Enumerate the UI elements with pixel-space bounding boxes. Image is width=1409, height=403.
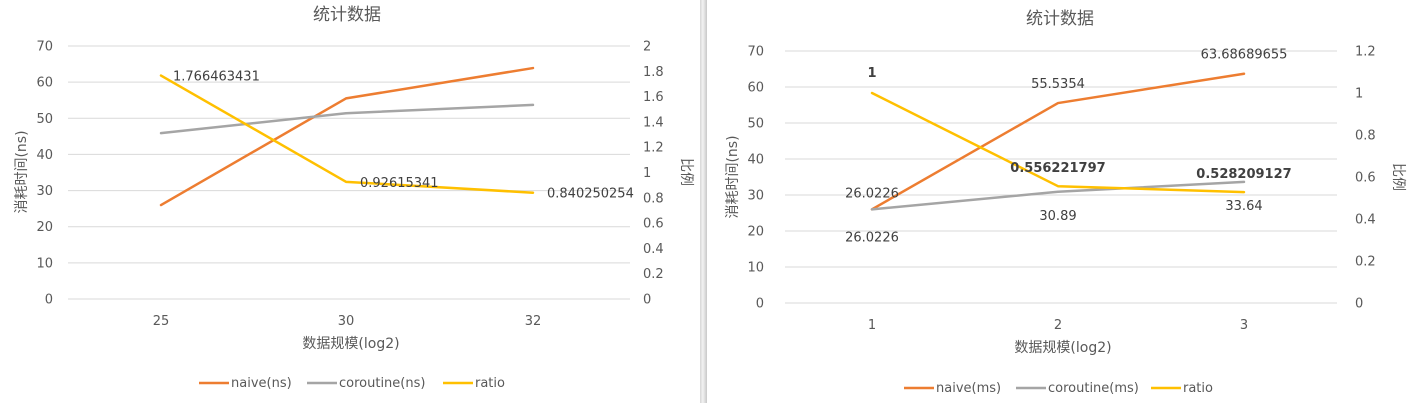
y2-tick-label: 0.8: [643, 191, 664, 206]
data-label: 26.0226: [845, 186, 899, 201]
y-tick-label: 20: [36, 220, 53, 235]
x-tick-label: 1: [868, 318, 876, 333]
y2-axis-title: 比例: [678, 158, 694, 186]
y-tick-label: 50: [747, 117, 764, 132]
y2-tick-label: 0.2: [643, 267, 664, 282]
chart-title: 统计数据: [313, 5, 381, 25]
y2-tick-label: 0.6: [643, 217, 664, 232]
data-label: 1.766463431: [173, 70, 260, 85]
data-label: 55.5354: [1031, 77, 1085, 92]
y2-tick-label: 2: [643, 40, 651, 55]
data-label: 30.89: [1039, 209, 1076, 224]
y-tick-label: 70: [747, 45, 764, 60]
series-line-coroutinems: [870, 180, 1246, 211]
x-tick-label: 30: [338, 314, 355, 329]
y2-tick-label: 0.4: [1355, 213, 1376, 228]
data-label: 0.840250254: [547, 187, 634, 202]
series-line-coroutinens: [159, 103, 535, 135]
series-line-ratio: [159, 74, 535, 194]
data-label: 0.556221797: [1010, 161, 1105, 176]
x-axis-title: 数据规模(log2): [302, 336, 399, 352]
chart-panel-right: 统计数据 0 10 20 30 40 50 60 70 0 0.2 0.4 0.6 0.8 1 1.2 1 2 3 数…: [707, 0, 1409, 403]
legend-label: coroutine(ms): [1048, 381, 1139, 396]
legend-label: coroutine(ns): [339, 376, 425, 391]
y-axis-title: 消耗时间(ns): [725, 135, 741, 218]
y2-tick-label: 1.4: [643, 115, 664, 130]
data-label: 26.0226: [845, 230, 899, 245]
y2-tick-label: 0.8: [1355, 129, 1376, 144]
series-line-naivems: [870, 72, 1246, 211]
series-line-naivens: [159, 66, 535, 207]
chart-title: 统计数据: [1026, 9, 1094, 29]
y-tick-label: 40: [747, 153, 764, 168]
y-axis-title: 消耗时间(ns): [14, 130, 30, 213]
y2-tick-label: 0: [1355, 297, 1363, 312]
y2-tick-label: 0: [643, 293, 651, 308]
legend-label: ratio: [1183, 381, 1213, 396]
x-tick-label: 3: [1240, 318, 1248, 333]
x-tick-label: 32: [525, 314, 542, 329]
y-tick-label: 0: [45, 293, 53, 308]
y2-axis-title: 比例: [1390, 163, 1406, 191]
chart-panel-left: 统计数据 0 10 20 30 40 50 60 70 0 0.2 0.4 0.6 0.8 1 1.2 1.4 1…: [0, 0, 700, 403]
y-tick-label: 50: [36, 112, 53, 127]
chart-right: 统计数据 0 10 20 30 40 50 60 70 0 0.2 0.4 0.6 0.8 1 1.2 1 2 3 数…: [725, 9, 1406, 396]
y-tick-label: 0: [756, 297, 764, 312]
y2-tick-label: 1.6: [643, 90, 664, 105]
x-tick-label: 25: [153, 314, 170, 329]
y2-tick-label: 0.2: [1355, 255, 1376, 270]
y-tick-label: 10: [36, 256, 53, 271]
data-label: 1: [867, 66, 876, 81]
chart-left: 统计数据 0 10 20 30 40 50 60 70 0 0.2 0.4 0.6 0.8 1 1.2 1.4 1…: [14, 5, 694, 391]
y2-tick-label: 1.8: [643, 65, 664, 80]
y-tick-label: 40: [36, 148, 53, 163]
y2-tick-label: 0.6: [1355, 171, 1376, 186]
y-tick-label: 20: [747, 225, 764, 240]
y-tick-label: 60: [747, 81, 764, 96]
series-line-ratio: [870, 91, 1246, 194]
y-tick-label: 30: [36, 184, 53, 199]
y-tick-label: 60: [36, 76, 53, 91]
y-tick-label: 30: [747, 189, 764, 204]
legend-label: ratio: [475, 376, 505, 391]
panel-divider: [700, 0, 707, 403]
data-label: 0.528209127: [1196, 167, 1291, 182]
data-label: 33.64: [1225, 199, 1262, 214]
y2-tick-label: 1: [643, 166, 651, 181]
y2-tick-label: 1: [1355, 87, 1363, 102]
x-axis-title: 数据规模(log2): [1014, 340, 1111, 356]
data-label: 63.68689655: [1201, 48, 1288, 63]
y2-tick-label: 1.2: [643, 141, 664, 156]
y2-tick-label: 1.2: [1355, 45, 1376, 60]
y2-tick-label: 0.4: [643, 242, 664, 257]
x-tick-label: 2: [1054, 318, 1062, 333]
y-tick-label: 10: [747, 261, 764, 276]
y-tick-label: 70: [36, 40, 53, 55]
legend-label: naive(ns): [231, 376, 292, 391]
legend-label: naive(ms): [936, 381, 1001, 396]
data-label: 0.92615341: [360, 176, 439, 191]
